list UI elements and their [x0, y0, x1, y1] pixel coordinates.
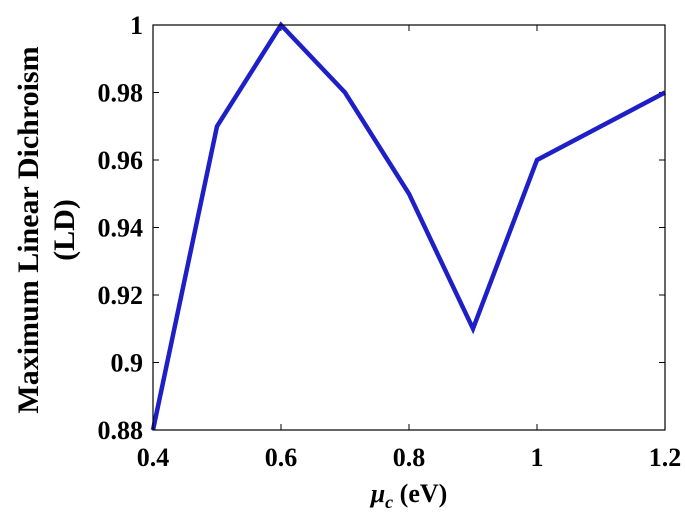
x-axis-label-unit: (eV): [393, 479, 447, 508]
y-axis-ticks: 0.88 0.9 0.92 0.94 0.96 0.98 1: [98, 11, 665, 445]
x-axis-ticks: 0.4 0.6 0.8 1 1.2: [137, 25, 682, 472]
x-tick-label: 0.8: [393, 443, 426, 472]
y-tick-label: 1: [130, 11, 143, 40]
series-line: [150, 21, 667, 431]
plot-area: [153, 25, 665, 430]
plot-frame: [152, 24, 666, 431]
y-tick-label: 0.92: [98, 281, 144, 310]
y-tick-label: 0.96: [98, 146, 144, 175]
x-tick-label: 1.2: [649, 443, 682, 472]
x-tick-label: 0.6: [265, 443, 298, 472]
y-axis-label: Maximum Linear Dichroism (LD): [12, 46, 81, 413]
x-tick-label: 1: [531, 443, 544, 472]
y-axis-label-line2: (LD): [48, 199, 81, 261]
x-axis-label-symbol: μ: [369, 479, 385, 508]
x-axis-label: μc (eV): [369, 479, 448, 512]
y-tick-label: 0.98: [98, 79, 144, 108]
y-tick-label: 0.88: [98, 416, 144, 445]
y-tick-label: 0.9: [111, 349, 144, 378]
x-tick-label: 0.4: [137, 443, 170, 472]
y-axis-label-line1: Maximum Linear Dichroism: [12, 46, 45, 413]
x-axis-label-subscript: c: [385, 492, 393, 512]
y-tick-label: 0.94: [98, 214, 144, 243]
